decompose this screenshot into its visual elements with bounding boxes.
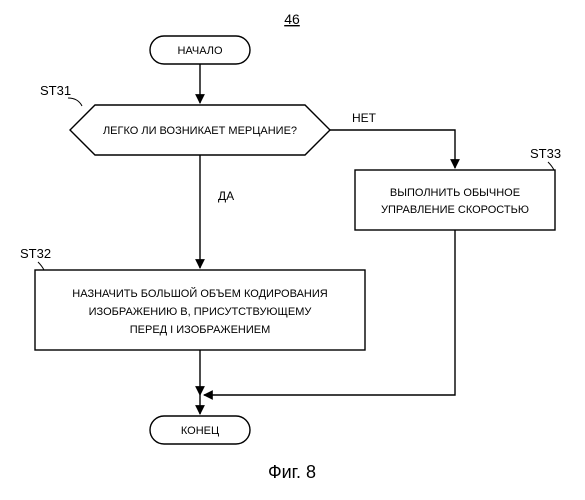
start-label: НАЧАЛО	[177, 45, 223, 57]
start-node: НАЧАЛО	[150, 36, 250, 64]
st32-leader	[38, 262, 44, 270]
edge-dec-st33	[330, 130, 455, 168]
st32-label2: ИЗОБРАЖЕНИЮ B, ПРИСУТСТВУЮЩЕМУ	[89, 306, 313, 318]
figure-ref: 46	[284, 11, 300, 27]
st32-label1: НАЗНАЧИТЬ БОЛЬШОЙ ОБЪЕМ КОДИРОВАНИЯ	[72, 287, 327, 300]
st33-tag: ST33	[530, 146, 561, 170]
st32-tag: ST32	[20, 246, 51, 270]
st33-label2: УПРАВЛЕНИЕ СКОРОСТЬЮ	[381, 204, 529, 216]
st33-label1: ВЫПОЛНИТЬ ОБЫЧНОЕ	[390, 187, 520, 199]
st33-node: ВЫПОЛНИТЬ ОБЫЧНОЕ УПРАВЛЕНИЕ СКОРОСТЬЮ	[355, 170, 555, 230]
figure-caption: Фиг. 8	[268, 462, 316, 482]
st32-step-label: ST32	[20, 246, 51, 261]
edge-yes-label: ДА	[218, 189, 234, 203]
end-label: КОНЕЦ	[181, 425, 219, 437]
st33-step-label: ST33	[530, 146, 561, 161]
st31-leader	[68, 98, 82, 106]
st32-node: НАЗНАЧИТЬ БОЛЬШОЙ ОБЪЕМ КОДИРОВАНИЯ ИЗОБ…	[35, 270, 365, 350]
st32-label3: ПЕРЕД I ИЗОБРАЖЕНИЕМ	[130, 324, 271, 336]
st31-label: ST31	[40, 83, 71, 98]
decision-node: ЛЕГКО ЛИ ВОЗНИКАЕТ МЕРЦАНИЕ?	[70, 105, 330, 155]
st33-leader	[548, 162, 554, 170]
edge-no-label: НЕТ	[352, 111, 377, 125]
st31-tag: ST31	[40, 83, 82, 106]
decision-label: ЛЕГКО ЛИ ВОЗНИКАЕТ МЕРЦАНИЕ?	[103, 125, 297, 137]
st33-shape	[355, 170, 555, 230]
end-node: КОНЕЦ	[150, 416, 250, 444]
